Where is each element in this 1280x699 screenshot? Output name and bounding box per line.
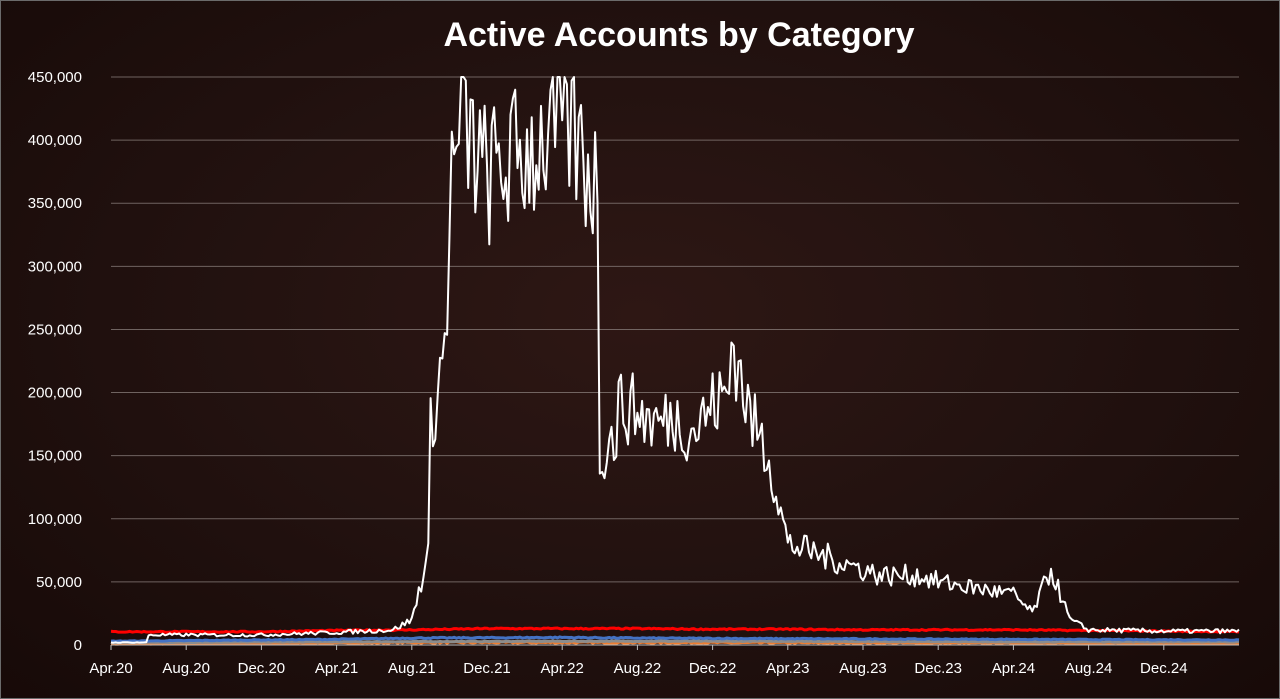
x-tick-label: Apr.22 <box>541 660 584 677</box>
x-tick-label: Dec.20 <box>238 660 286 677</box>
y-tick-label: 150,000 <box>28 448 82 465</box>
y-tick-label: 200,000 <box>28 385 82 402</box>
x-tick-label: Aug.20 <box>162 660 210 677</box>
series-line-0 <box>110 76 1240 644</box>
y-tick-label: 400,000 <box>28 132 82 149</box>
y-tick-label: 0 <box>74 637 82 654</box>
x-tick-label: Apr.24 <box>992 660 1035 677</box>
y-tick-label: 300,000 <box>28 258 82 275</box>
y-tick-label: 250,000 <box>28 321 82 338</box>
x-tick-label: Dec.22 <box>689 660 737 677</box>
x-tick-label: Apr.23 <box>766 660 809 677</box>
x-tick-label: Aug.23 <box>839 660 887 677</box>
y-axis-ticks: 0 50,000 100,000 150,000 200,000 250,000 300,0… <box>28 69 82 654</box>
x-tick-label: Dec.23 <box>914 660 962 677</box>
series-line-3 <box>110 639 1240 645</box>
x-tick-label: Apr.21 <box>315 660 358 677</box>
x-tick-label: Aug.24 <box>1065 660 1113 677</box>
y-tick-label: 350,000 <box>28 195 82 212</box>
gridlines <box>111 76 1239 583</box>
y-tick-label: 50,000 <box>36 574 82 591</box>
x-tick-label: Aug.22 <box>614 660 662 677</box>
chart-title: Active Accounts by Category <box>443 16 914 54</box>
series-line-1 <box>110 626 1239 634</box>
x-tick-label: Aug.21 <box>388 660 436 677</box>
y-tick-label: 450,000 <box>28 69 82 86</box>
y-tick-label: 100,000 <box>28 511 82 528</box>
x-axis-ticks: Apr.20 Aug.20 Dec.20 Apr.21 Aug.21 Dec.21 Apr.… <box>89 645 1188 677</box>
x-tick-label: Dec.21 <box>463 660 511 677</box>
series-lines <box>110 76 1240 646</box>
x-tick-label: Apr.20 <box>89 660 132 677</box>
x-tick-label: Dec.24 <box>1140 660 1188 677</box>
series-line-2 <box>110 635 1240 643</box>
